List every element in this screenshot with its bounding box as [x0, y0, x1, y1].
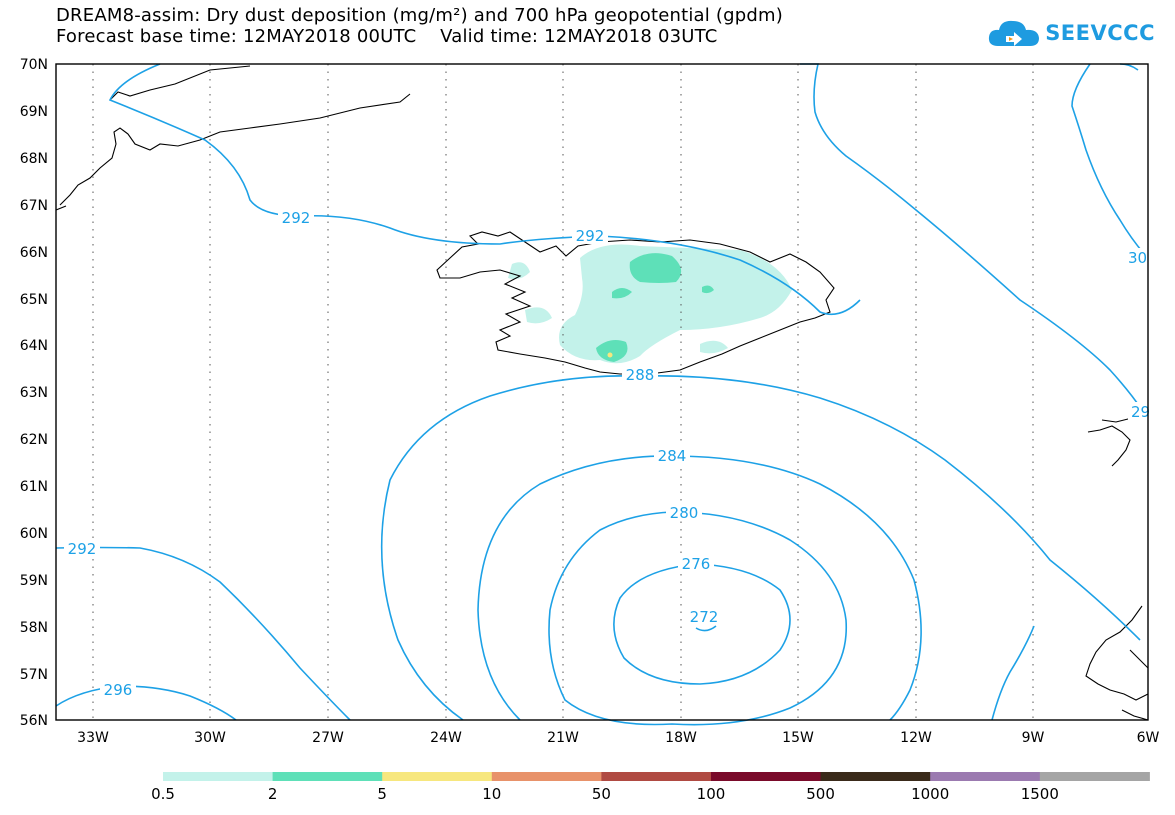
lat-label: 67N	[20, 198, 48, 214]
lon-label: 18W	[665, 730, 697, 746]
lon-label: 12W	[900, 730, 932, 746]
lon-label: 21W	[547, 730, 579, 746]
lat-label: 58N	[20, 620, 48, 636]
lat-label: 66N	[20, 245, 48, 261]
geopotential-contours	[55, 63, 1150, 726]
colorbar-segment	[711, 772, 822, 781]
logo-text: SEEVCCC	[1045, 21, 1155, 45]
latitude-axis: 70N 69N 68N 67N 66N 65N 64N 63N 62N 61N …	[20, 57, 48, 729]
colorbar-label: 1000	[911, 785, 949, 803]
dust-deposition-field	[508, 244, 792, 364]
seevccc-logo: SEEVCCC	[986, 10, 1155, 56]
cloud-icon	[989, 20, 1040, 46]
colorbar-segment	[382, 772, 493, 781]
colorbar-segment	[163, 772, 274, 781]
contour-label: 288	[626, 366, 655, 384]
lat-label: 64N	[20, 338, 48, 354]
contour-label: 30	[1128, 249, 1147, 267]
contour-label: 296	[104, 681, 133, 699]
lat-label: 62N	[20, 432, 48, 448]
lon-label: 30W	[194, 730, 226, 746]
lat-label: 68N	[20, 151, 48, 167]
lon-label: 33W	[77, 730, 109, 746]
lon-label: 9W	[1022, 730, 1045, 746]
lat-label: 57N	[20, 667, 48, 683]
colorbar: 0.5 2 5 10 50 100 500 1000 1500	[151, 772, 1150, 803]
lat-label: 63N	[20, 385, 48, 401]
colorbar-segment	[1039, 772, 1150, 781]
colorbar-segment	[491, 772, 602, 781]
chart-title-line2: Forecast base time: 12MAY2018 00UTC Vali…	[56, 26, 718, 47]
contour-label: 280	[670, 504, 699, 522]
lat-label: 59N	[20, 573, 48, 589]
lat-label: 60N	[20, 526, 48, 542]
colorbar-label: 2	[268, 785, 278, 803]
colorbar-label: 0.5	[151, 785, 175, 803]
grid	[92, 64, 1034, 720]
lat-label: 70N	[20, 57, 48, 73]
colorbar-label: 5	[377, 785, 387, 803]
longitude-axis: 33W 30W 27W 24W 21W 18W 15W 12W 9W 6W	[77, 730, 1159, 746]
lat-label: 61N	[20, 479, 48, 495]
contour-label: 292	[576, 227, 605, 245]
colorbar-label: 100	[697, 785, 726, 803]
lon-label: 24W	[430, 730, 462, 746]
contour-label: 292	[282, 209, 311, 227]
map-frame	[55, 63, 1149, 721]
colorbar-label: 1500	[1021, 785, 1059, 803]
colorbar-segment	[601, 772, 712, 781]
colorbar-segment	[820, 772, 931, 781]
chart-title-line1: DREAM8-assim: Dry dust deposition (mg/m²…	[56, 5, 783, 26]
contour-labels: 292 292 292 288 284 280 276 272 296 30 2…	[68, 209, 1150, 699]
colorbar-label: 50	[592, 785, 611, 803]
lat-label: 69N	[20, 104, 48, 120]
colorbar-label: 500	[806, 785, 835, 803]
coastline	[55, 65, 1149, 721]
colorbar-segment	[272, 772, 383, 781]
colorbar-segment	[930, 772, 1041, 781]
contour-label: 29	[1131, 403, 1150, 421]
contour-label: 292	[68, 540, 97, 558]
lon-label: 15W	[782, 730, 814, 746]
contour-label: 284	[658, 447, 687, 465]
contour-label: 272	[690, 608, 719, 626]
lat-label: 65N	[20, 292, 48, 308]
lon-label: 6W	[1137, 730, 1160, 746]
lon-label: 27W	[312, 730, 344, 746]
contour-label: 276	[682, 555, 711, 573]
colorbar-label: 10	[482, 785, 501, 803]
lat-label: 56N	[20, 713, 48, 729]
